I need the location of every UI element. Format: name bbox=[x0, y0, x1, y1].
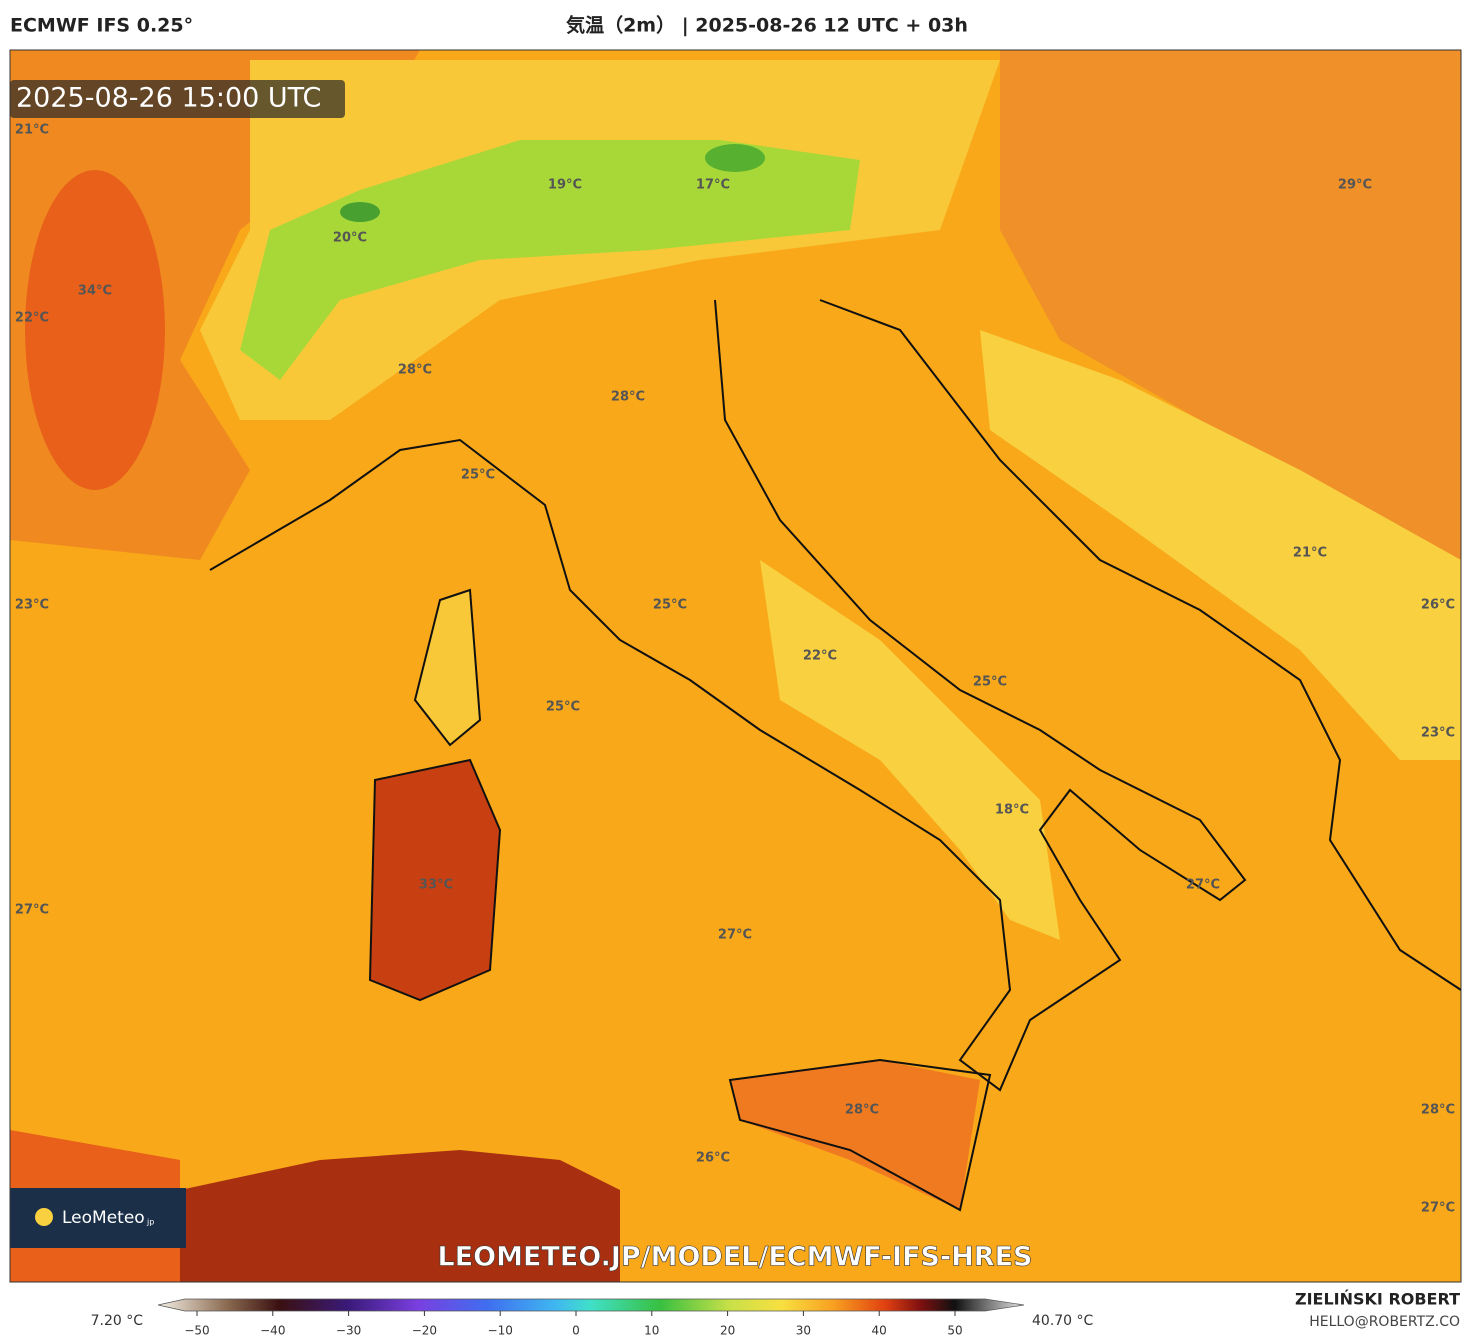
island-coast bbox=[368, 588, 992, 1212]
author: ZIELIŃSKI ROBERT bbox=[1295, 1290, 1460, 1309]
logo-name: LeoMeteo bbox=[62, 1208, 145, 1228]
colorbar-tick-label: 50 bbox=[947, 1324, 962, 1338]
valid-time: 2025-08-26 15:00 UTC bbox=[16, 83, 321, 114]
temp-label: 19°C bbox=[548, 178, 582, 193]
time-box bbox=[10, 80, 345, 118]
africa-hot bbox=[180, 1150, 620, 1282]
colorbar-tick-label: −10 bbox=[488, 1324, 513, 1338]
temp-label: 33°C bbox=[419, 878, 453, 893]
temp-label: 25°C bbox=[546, 700, 580, 715]
temp-label: 17°C bbox=[696, 178, 730, 193]
apennines-mild bbox=[760, 560, 1060, 940]
temp-label: 26°C bbox=[1421, 598, 1455, 613]
temp-label: 22°C bbox=[803, 649, 837, 664]
chart-title: 気温（2m） | 2025-08-26 12 UTC + 03h bbox=[566, 14, 968, 37]
colorbar-tick-label: 0 bbox=[572, 1324, 580, 1338]
coastline bbox=[209, 299, 1247, 1092]
balkans-mild bbox=[980, 330, 1461, 760]
alps-cold bbox=[340, 202, 380, 222]
logo-sun bbox=[35, 1208, 53, 1226]
colorbar-min: 7.20 °C bbox=[91, 1313, 144, 1329]
temp-label: 23°C bbox=[15, 598, 49, 613]
colorbar-ticks: −50 −40 −30 −20 −10 0 10 20 30 40 50 bbox=[184, 1311, 963, 1338]
temp-label: 25°C bbox=[973, 675, 1007, 690]
east-warm bbox=[1000, 50, 1461, 560]
logo-suffix: jp bbox=[146, 1218, 154, 1227]
temp-label: 22°C bbox=[15, 311, 49, 326]
temperature-labels: 21°C 19°C 17°C 29°C 20°C 34°C 22°C 28°C 28°C 25°C… bbox=[15, 123, 1455, 1216]
temp-label: 20°C bbox=[333, 231, 367, 246]
sardinia-hot bbox=[370, 760, 500, 1000]
temp-label: 28°C bbox=[1421, 1103, 1455, 1118]
temp-label: 28°C bbox=[398, 363, 432, 378]
colorbar-max: 40.70 °C bbox=[1032, 1313, 1094, 1329]
colorbar bbox=[157, 1298, 1025, 1312]
temp-label: 34°C bbox=[78, 284, 112, 299]
colorbar-tick-label: −50 bbox=[184, 1324, 209, 1338]
temp-label: 21°C bbox=[15, 123, 49, 138]
temp-label: 23°C bbox=[1421, 726, 1455, 741]
colorbar-tick-label: 30 bbox=[796, 1324, 811, 1338]
temp-label: 27°C bbox=[1186, 878, 1220, 893]
colorbar-tick-label: −20 bbox=[412, 1324, 437, 1338]
temp-label: 27°C bbox=[1421, 1201, 1455, 1216]
temp-label: 29°C bbox=[1338, 178, 1372, 193]
coastline bbox=[819, 299, 1461, 991]
colorbar-tick-label: 20 bbox=[720, 1324, 735, 1338]
temp-label: 21°C bbox=[1293, 546, 1327, 561]
hot-area bbox=[25, 170, 165, 490]
colorbar-tick-label: −40 bbox=[260, 1324, 285, 1338]
alps-cool bbox=[240, 140, 860, 380]
sicily-warm bbox=[730, 1060, 980, 1210]
email: HELLO@ROBERTZ.CO bbox=[1309, 1314, 1460, 1330]
corsica bbox=[415, 590, 480, 745]
temp-label: 25°C bbox=[461, 468, 495, 483]
map-frame bbox=[9, 49, 1462, 1283]
model-name: ECMWF IFS 0.25° bbox=[10, 15, 193, 37]
temp-label: 18°C bbox=[995, 803, 1029, 818]
colorbar-tick-label: 10 bbox=[644, 1324, 659, 1338]
alps-cold bbox=[705, 144, 765, 172]
source-url: LEOMETEO.JP/MODEL/ECMWF-IFS-HRES bbox=[438, 1242, 1033, 1273]
temp-label: 27°C bbox=[15, 903, 49, 918]
temp-label: 27°C bbox=[718, 928, 752, 943]
map: 21°C 19°C 17°C 29°C 20°C 34°C 22°C 28°C 28°C 25°C… bbox=[10, 50, 1461, 1282]
colorbar-tick-label: −30 bbox=[336, 1324, 361, 1338]
colorbar-tick-label: 40 bbox=[872, 1324, 887, 1338]
temp-label: 28°C bbox=[611, 390, 645, 405]
temp-label: 26°C bbox=[696, 1151, 730, 1166]
temp-label: 28°C bbox=[845, 1103, 879, 1118]
temp-label: 25°C bbox=[653, 598, 687, 613]
